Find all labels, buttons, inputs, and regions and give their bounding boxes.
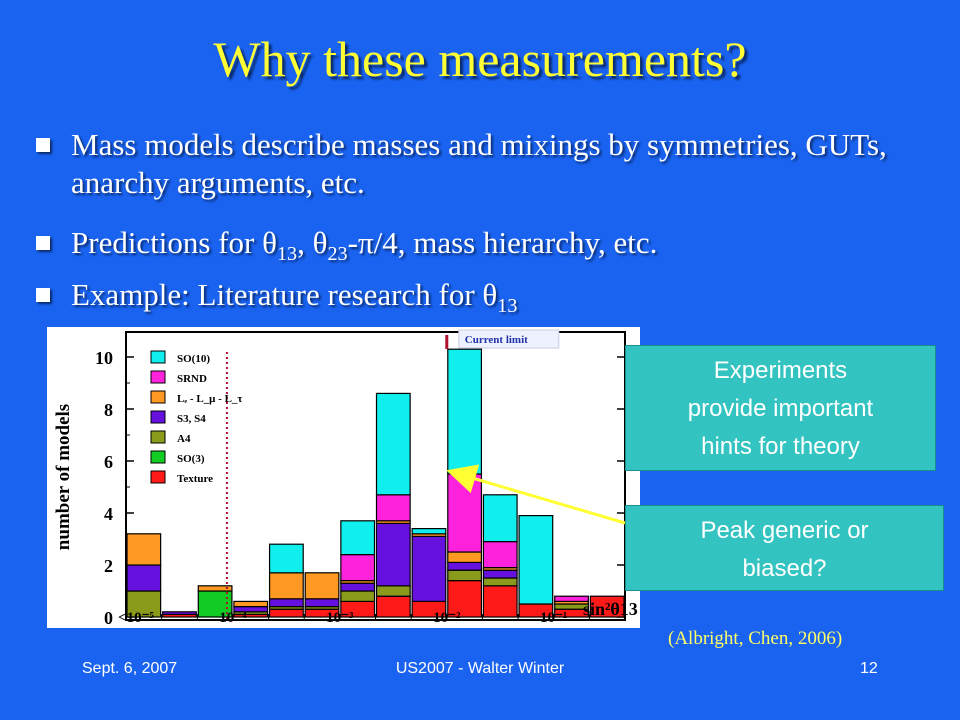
bar-segment bbox=[340, 554, 376, 582]
bar-segment bbox=[589, 595, 625, 618]
callout-line: Peak generic or bbox=[700, 517, 869, 544]
bar-segment bbox=[482, 569, 518, 579]
bar-segment bbox=[126, 533, 162, 566]
bar-segment bbox=[268, 572, 304, 600]
legend-swatch bbox=[150, 370, 166, 384]
bar-segment bbox=[233, 600, 269, 608]
bar-segment bbox=[482, 541, 518, 569]
bar-segment bbox=[375, 522, 411, 587]
bar-segment bbox=[126, 590, 162, 618]
bar-segment bbox=[375, 494, 411, 522]
bullet-text: Mass models describe masses and mixings … bbox=[71, 127, 887, 200]
bullet-3: Example: Literature research for θ13 bbox=[36, 276, 916, 318]
bar-segment bbox=[447, 569, 483, 582]
bar-segment bbox=[197, 585, 233, 592]
legend-label: S3, S4 bbox=[177, 413, 206, 425]
bar-segment bbox=[375, 585, 411, 597]
bar-segment bbox=[340, 582, 376, 592]
legend-swatch bbox=[150, 470, 166, 484]
bar-segment bbox=[482, 585, 518, 618]
legend-label: A4 bbox=[177, 433, 191, 445]
bar-segment bbox=[482, 494, 518, 543]
bar-segment bbox=[411, 528, 447, 535]
bullet-1: Mass models describe masses and mixings … bbox=[36, 126, 916, 202]
callout-line: hints for theory bbox=[701, 433, 860, 460]
y-tick-label: 10 bbox=[95, 348, 113, 368]
legend-label: SO(10) bbox=[177, 353, 210, 365]
legend-label: SRND bbox=[177, 373, 207, 385]
bar-segment bbox=[554, 595, 589, 603]
legend-swatch bbox=[150, 390, 166, 404]
bar-segment bbox=[268, 543, 304, 574]
footer-center: US2007 - Walter Winter bbox=[395, 660, 565, 677]
y-tick-label: 6 bbox=[104, 452, 113, 472]
footer-date: Sept. 6, 2007 bbox=[82, 660, 178, 677]
bar-segment bbox=[447, 551, 483, 563]
bar-segment bbox=[126, 564, 162, 592]
callout-line: Experiments bbox=[713, 357, 848, 384]
callout-experiments: Experiments provide important hints for … bbox=[625, 345, 936, 471]
legend-swatch bbox=[150, 410, 166, 424]
bar-segment bbox=[447, 348, 483, 475]
y-axis-label: number of models bbox=[53, 404, 74, 550]
callout-line: biased? bbox=[742, 555, 827, 582]
y-tick-label: 2 bbox=[104, 556, 113, 576]
legend-swatch bbox=[150, 450, 166, 464]
legend-swatch bbox=[150, 350, 166, 364]
current-limit-box bbox=[458, 329, 560, 349]
bar-segment bbox=[340, 590, 376, 602]
bullet-marker bbox=[36, 288, 50, 302]
histogram-chart: 0 2 4 6 8 10 number of models Current limit <10⁻… bbox=[47, 327, 640, 628]
bar-segment bbox=[268, 608, 304, 618]
bar-segment bbox=[447, 473, 483, 553]
bullet-text: Predictions for θ13, θ23-π/4, mass hiera… bbox=[71, 225, 658, 266]
bar-segment bbox=[304, 572, 340, 600]
x-tick-label: <10⁻⁵ bbox=[118, 610, 154, 626]
bar-segment bbox=[447, 561, 483, 571]
bar-segment bbox=[162, 611, 197, 615]
histogram-svg: 0 2 4 6 8 10 number of models Current limit <10⁻… bbox=[53, 329, 638, 628]
bar-segment bbox=[268, 598, 304, 608]
bullet-marker bbox=[36, 236, 50, 250]
bar-segment bbox=[340, 520, 376, 556]
citation: (Albright, Chen, 2006) bbox=[668, 628, 843, 649]
y-tick-label: 0 bbox=[104, 608, 113, 628]
bar-segment bbox=[518, 515, 554, 605]
page-number: 12 bbox=[860, 660, 878, 677]
bar-segment bbox=[411, 535, 447, 602]
bullet-text: Example: Literature research for θ13 bbox=[71, 277, 518, 318]
legend-label: SO(3) bbox=[177, 453, 205, 465]
legend-swatch bbox=[150, 430, 166, 444]
bar-segment bbox=[304, 598, 340, 608]
legend-label: Texture bbox=[177, 473, 213, 485]
x-axis-label: sin²θ13 bbox=[583, 599, 638, 619]
bullet-marker bbox=[36, 138, 50, 152]
bar-segment bbox=[375, 595, 411, 618]
callout-peak: Peak generic or biased? bbox=[625, 505, 944, 591]
bar-segment bbox=[375, 392, 411, 496]
bullet-2: Predictions for θ13, θ23-π/4, mass hiera… bbox=[36, 224, 916, 266]
callout-line: provide important bbox=[687, 395, 874, 422]
y-tick-label: 4 bbox=[104, 504, 113, 524]
y-tick-label: 8 bbox=[104, 400, 113, 420]
legend-label: Lₑ - L_μ - L_τ bbox=[177, 393, 243, 405]
bar-segment bbox=[482, 577, 518, 587]
current-limit-label: Current limit bbox=[465, 334, 528, 346]
slide-title: Why these measurements? bbox=[213, 31, 747, 87]
